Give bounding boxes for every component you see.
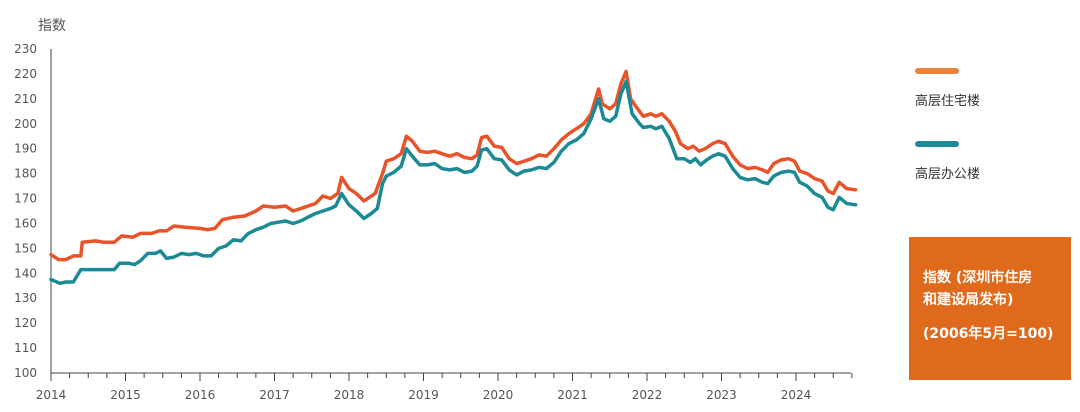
x-tick-label: 2024 <box>781 388 812 402</box>
legend-item-residential: 高层住宅楼 <box>915 68 1065 109</box>
y-axis: 100 110 120 130 140 150 160 170 180 190 200 210 220 2… <box>14 42 52 380</box>
y-tick-label: 200 <box>14 117 37 131</box>
x-tick-label: 2017 <box>259 388 290 402</box>
line-chart: 指数 100 110 120 130 140 150 160 170 180 190 200 210 2… <box>14 18 858 402</box>
y-tick-label: 110 <box>14 341 37 355</box>
x-tick-label: 2021 <box>557 388 588 402</box>
x-tick-label: 2016 <box>185 388 216 402</box>
source-info-box: 指数 (深圳市住房 和建设局发布) (2006年5月=100) <box>909 237 1071 380</box>
series-lines <box>49 69 858 286</box>
y-tick-label: 230 <box>14 42 37 56</box>
x-axis: 2014 2015 2016 2017 2018 2019 2020 2021 2022 2023… <box>36 372 853 402</box>
y-tick-label: 210 <box>14 92 37 106</box>
x-tick-label: 2015 <box>110 388 141 402</box>
series-line-residential <box>49 69 858 262</box>
series-line-office <box>49 79 858 286</box>
y-axis-label: 指数 <box>38 18 66 34</box>
legend-swatch-office <box>915 141 959 147</box>
base-period-note: (2006年5月=100) <box>923 326 1054 342</box>
source-line-2: 和建设局发布) <box>923 292 1014 308</box>
x-tick-label: 2022 <box>632 388 663 402</box>
x-tick-label: 2018 <box>334 388 365 402</box>
source-line-1: 指数 (深圳市住房 <box>923 270 1033 286</box>
y-tick-label: 100 <box>14 366 37 380</box>
x-tick-label: 2020 <box>483 388 514 402</box>
y-tick-label: 220 <box>14 67 37 81</box>
y-tick-label: 170 <box>14 192 37 206</box>
y-tick-label: 120 <box>14 316 37 330</box>
y-tick-label: 180 <box>14 167 37 181</box>
y-tick-label: 160 <box>14 216 37 230</box>
x-tick-label: 2014 <box>36 388 67 402</box>
y-tick-label: 150 <box>14 241 37 255</box>
legend-label-residential: 高层住宅楼 <box>915 94 981 109</box>
legend-swatch-residential <box>915 68 959 74</box>
y-tick-label: 140 <box>14 266 37 280</box>
legend-label-office: 高层办公楼 <box>915 167 981 182</box>
x-tick-label: 2023 <box>706 388 737 402</box>
x-tick-label: 2019 <box>408 388 439 402</box>
y-tick-label: 130 <box>14 291 37 305</box>
y-tick-label: 190 <box>14 142 37 156</box>
legend-item-office: 高层办公楼 <box>915 141 1065 182</box>
